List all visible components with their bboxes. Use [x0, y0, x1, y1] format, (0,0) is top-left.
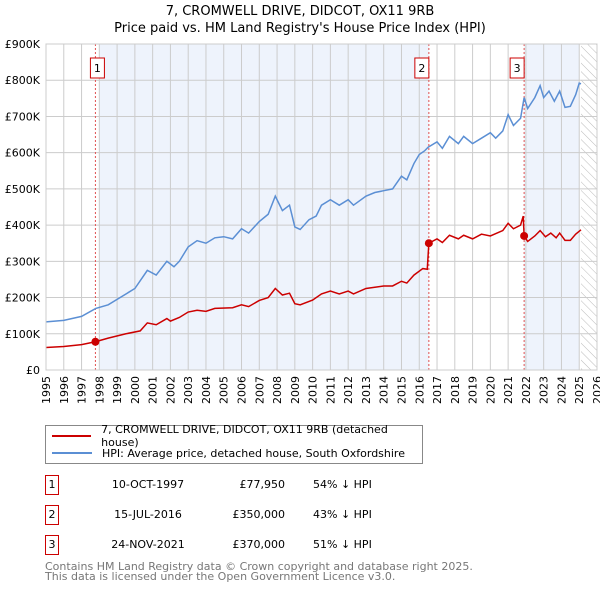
x-tick-label: 2002: [164, 376, 177, 404]
x-tick-label: 2024: [555, 376, 568, 404]
sale-label: 3: [514, 62, 521, 75]
legend-swatch-blue: [52, 452, 92, 454]
y-tick-label: £0: [26, 364, 40, 377]
legend-item-property: 7, CROMWELL DRIVE, DIDCOT, OX11 9RB (det…: [46, 423, 422, 449]
sale-hpi-diff: 43% ↓ HPI: [313, 508, 372, 521]
sale-hpi-diff: 54% ↓ HPI: [313, 478, 372, 491]
x-tick-label: 2017: [431, 376, 444, 404]
x-tick-label: 2003: [182, 376, 195, 404]
forecast-hatch: [581, 44, 597, 370]
x-tick-label: 2010: [307, 376, 320, 404]
y-tick-label: £500K: [5, 183, 41, 196]
x-tick-label: 2018: [449, 376, 462, 404]
price-chart: 1995 1996 1997 1998 1999 2000 2001 2002 2003 2004…: [5, 38, 600, 404]
shaded-period: [99, 44, 429, 370]
y-tick-label: £700K: [5, 110, 41, 123]
sale-label-box: [414, 57, 430, 79]
sale-marker: 1: [45, 475, 59, 495]
sale-price: £77,950: [239, 478, 286, 491]
sale-point: [424, 239, 433, 248]
x-tick-label: 2019: [467, 376, 480, 404]
legend-label: 7, CROMWELL DRIVE, DIDCOT, OX11 9RB (det…: [101, 423, 388, 449]
sale-date: 15-JUL-2016: [114, 508, 182, 521]
x-tick-label: 2014: [378, 376, 391, 404]
sale-row: 3 24-NOV-2021 £370,000 51% ↓ HPI: [45, 535, 445, 555]
sale-point: [91, 337, 100, 346]
legend: 7, CROMWELL DRIVE, DIDCOT, OX11 9RB (det…: [45, 423, 423, 464]
x-tick-label: 2013: [360, 376, 373, 404]
sale-marker: 3: [45, 535, 59, 555]
legend-item-hpi: HPI: Average price, detached house, Sout…: [46, 445, 405, 461]
x-tick-label: 2020: [484, 376, 497, 404]
x-tick-label: 1995: [40, 376, 53, 404]
x-tick-label: 2000: [129, 376, 142, 404]
x-tick-label: 2026: [591, 376, 600, 404]
sale-row: 2 15-JUL-2016 £350,000 43% ↓ HPI: [45, 505, 445, 525]
sale-point: [520, 231, 529, 240]
x-tick-label: 2022: [520, 376, 533, 404]
sale-date: 10-OCT-1997: [111, 478, 185, 491]
x-tick-label: 1998: [93, 376, 106, 404]
x-tick-label: 2004: [200, 376, 213, 404]
x-tick-label: 1999: [111, 376, 124, 404]
legend-swatch-red: [52, 435, 92, 437]
series-line: [45, 82, 582, 323]
x-tick-label: 1997: [76, 376, 89, 404]
sale-label-box: [509, 57, 525, 79]
sale-price: £350,000: [232, 508, 286, 521]
y-tick-label: £600K: [5, 147, 41, 160]
x-tick-label: 2009: [289, 376, 302, 404]
sale-hpi-diff: 51% ↓ HPI: [313, 538, 372, 551]
plot-border: [45, 43, 598, 371]
chart-subtitle: Price paid vs. HM Land Registry's House …: [114, 21, 486, 36]
sale-marker: 2: [45, 505, 59, 525]
x-tick-label: 2015: [395, 376, 408, 404]
x-tick-label: 2008: [271, 376, 284, 404]
x-tick-label: 2016: [413, 376, 426, 404]
x-tick-label: 2007: [253, 376, 266, 404]
x-tick-label: 2001: [147, 376, 160, 404]
x-tick-label: 2012: [342, 376, 355, 404]
x-tick-label: 1996: [58, 376, 71, 404]
sale-price: £370,000: [232, 538, 286, 551]
sale-label: 2: [418, 62, 425, 75]
y-tick-label: £400K: [5, 219, 41, 232]
x-tick-label: 2005: [218, 376, 231, 404]
footer-copyright: Contains HM Land Registry data © Crown c…: [45, 560, 473, 573]
y-tick-label: £900K: [5, 38, 41, 51]
sale-label: 1: [94, 62, 101, 75]
sale-date: 24-NOV-2021: [111, 538, 185, 551]
y-tick-label: £100K: [5, 328, 41, 341]
chart-title: 7, CROMWELL DRIVE, DIDCOT, OX11 9RB: [165, 4, 435, 19]
y-tick-label: £800K: [5, 74, 41, 87]
shaded-period: [524, 44, 580, 370]
y-tick-label: £200K: [5, 292, 41, 305]
x-tick-label: 2021: [502, 376, 515, 404]
footer-licence: This data is licensed under the Open Gov…: [45, 570, 396, 583]
y-tick-label: £300K: [5, 255, 41, 268]
x-tick-label: 2011: [324, 376, 337, 404]
x-tick-label: 2006: [236, 376, 249, 404]
sale-label-box: [89, 57, 105, 79]
x-tick-label: 2025: [573, 376, 586, 404]
legend-label: HPI: Average price, detached house, Sout…: [102, 446, 405, 460]
sale-row: 1 10-OCT-1997 £77,950 54% ↓ HPI: [45, 475, 445, 495]
x-tick-label: 2023: [538, 376, 551, 404]
